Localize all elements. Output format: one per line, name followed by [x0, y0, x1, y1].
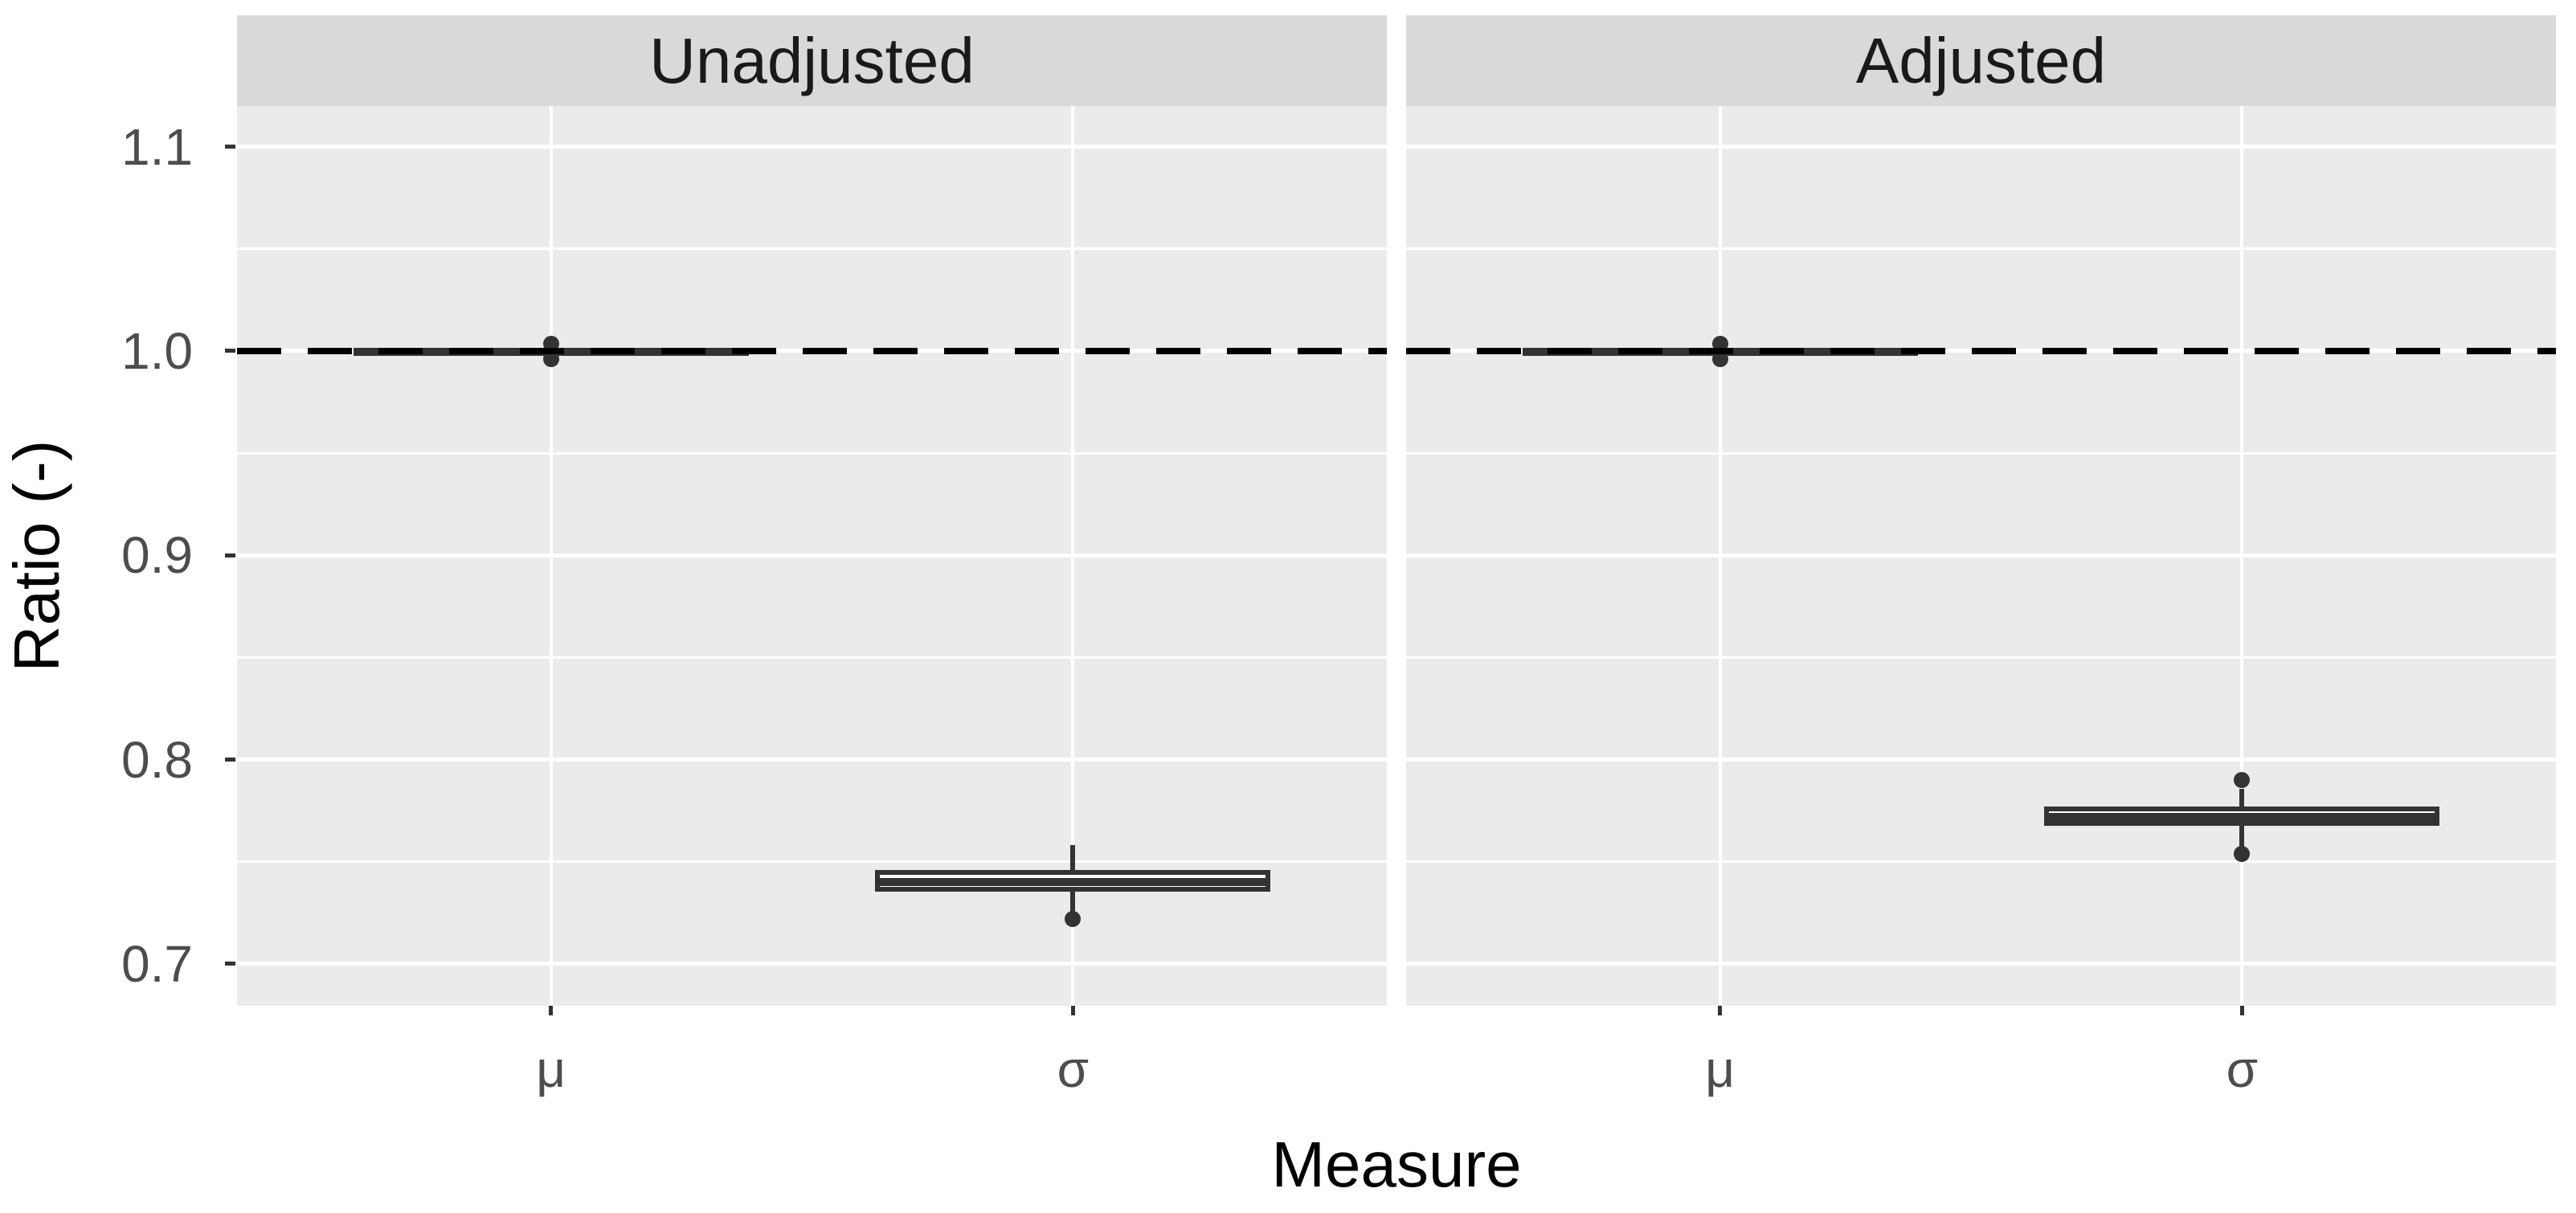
outlier-point [1711, 351, 1728, 368]
y-tick-label: 0.9 [121, 526, 193, 585]
gridline-minor [237, 656, 1387, 659]
boxplot-whisker-lower [2239, 826, 2245, 847]
panel-unadjusted [237, 106, 1387, 1006]
gridline-minor [1406, 247, 2556, 251]
gridline-vertical [1718, 106, 1722, 1006]
x-axis-title: Measure [1271, 1129, 1522, 1200]
x-tick [2239, 1006, 2244, 1015]
x-tick-label: σ [2226, 1040, 2259, 1098]
y-tick [225, 758, 235, 762]
y-tick-label: 1.1 [121, 117, 193, 176]
x-tick-label: σ [1057, 1040, 1090, 1098]
facet-strip-unadjusted: Unadjusted [237, 15, 1387, 106]
gridline-vertical [549, 106, 553, 1006]
gridline-major [237, 553, 1387, 557]
refline-dashed [1406, 347, 2556, 354]
y-tick [225, 553, 235, 557]
gridline-minor [237, 451, 1387, 455]
gridline-major [237, 758, 1387, 762]
outlier-point [542, 351, 559, 368]
y-tick [225, 349, 235, 353]
y-tick-label: 0.7 [121, 934, 193, 993]
gridline-minor [1406, 656, 2556, 659]
facet-strip-label: Unadjusted [649, 24, 975, 96]
gridline-minor [1406, 860, 2556, 864]
y-tick [225, 145, 235, 149]
refline-dashed [237, 347, 1387, 354]
boxplot-whisker-upper [1070, 845, 1076, 870]
boxplot-whisker-upper [2239, 789, 2245, 807]
panel-adjusted [1406, 106, 2556, 1006]
gridline-minor [237, 860, 1387, 864]
gridline-vertical [1071, 106, 1075, 1006]
gridline-major [237, 145, 1387, 149]
outlier-point [2234, 771, 2251, 788]
gridline-major [1406, 758, 2556, 762]
gridline-minor [1406, 451, 2556, 455]
y-tick-label: 1.0 [121, 321, 193, 380]
x-tick [1718, 1006, 1723, 1015]
y-tick-label: 0.8 [121, 730, 193, 789]
x-tick [549, 1006, 554, 1015]
gridline-minor [237, 247, 1387, 251]
facet-strip-label: Adjusted [1855, 24, 2107, 96]
gridline-major [1406, 145, 2556, 149]
x-tick-label: μ [1705, 1040, 1736, 1098]
boxplot-whisker-lower [1070, 891, 1076, 912]
outlier-point [2234, 845, 2251, 862]
facet-strip-adjusted: Adjusted [1406, 15, 2556, 106]
gridline-major [1406, 962, 2556, 966]
x-tick [1070, 1006, 1075, 1015]
x-tick-label: μ [536, 1040, 566, 1098]
boxplot-median [880, 878, 1266, 887]
gridline-major [1406, 553, 2556, 557]
boxplot-median [2049, 812, 2435, 821]
gridline-vertical [2240, 106, 2244, 1006]
y-tick [225, 962, 235, 966]
outlier-point [1065, 910, 1082, 927]
gridline-major [237, 962, 1387, 966]
